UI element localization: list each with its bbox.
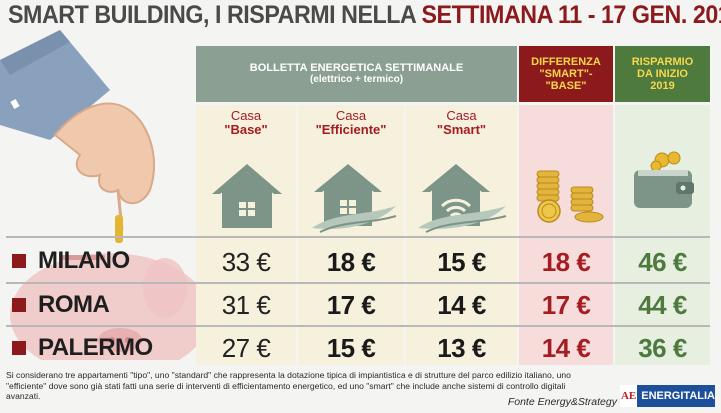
cell-palermo-risp: 36 € <box>638 332 687 363</box>
row-divider <box>6 236 710 238</box>
column-label-base: Casa "Base" <box>196 109 296 137</box>
cell-roma-base: 31 € <box>221 289 271 320</box>
header-risp-line2: DA INIZIO <box>637 68 688 80</box>
header-difference: DIFFERENZA "SMART"- "BASE" <box>519 46 613 102</box>
city-name: PALERMO <box>38 334 153 361</box>
wallet-icon <box>634 151 694 208</box>
page-title: SMART BUILDING, I RISPARMI NELLA SETTIMA… <box>8 0 721 30</box>
smart-house-wifi-icon <box>418 164 507 233</box>
casa-word: Casa <box>335 108 367 123</box>
row-label-palermo: PALERMO <box>12 328 153 368</box>
header-risp-line1: RISPARMIO <box>631 56 694 68</box>
cell-palermo-eff: 15 € <box>326 332 376 363</box>
cell-milano-smart: 15 € <box>437 246 486 277</box>
title-part-1: SMART BUILDING, I RISPARMI NELLA <box>8 1 422 29</box>
title-part-2: SETTIMANA 11 - 17 GEN. 2019 <box>421 1 721 29</box>
header-diff-line3: "BASE" <box>545 80 587 92</box>
casa-type: "Base" <box>224 122 268 137</box>
energitalia-logo: AE ENERGITALIA <box>620 385 715 407</box>
cell-milano-base: 33 € <box>221 246 271 277</box>
column-difference-bg <box>519 105 613 365</box>
cell-roma-risp: 44 € <box>638 289 687 320</box>
header-diff-line1: DIFFERENZA <box>531 56 601 68</box>
cell-roma-smart: 14 € <box>437 289 486 320</box>
cell-milano-risp: 46 € <box>638 246 687 277</box>
header-savings: RISPARMIO DA INIZIO 2019 <box>615 46 710 102</box>
header-bolletta-line2: (elettrico + termico) <box>309 74 404 85</box>
footnote: Si considerano tre appartamenti "tipo", … <box>6 370 571 401</box>
casa-type: "Efficiente" <box>315 122 387 137</box>
row-label-roma: ROMA <box>12 285 110 325</box>
coins-icon <box>536 170 604 223</box>
bullet-square <box>12 298 26 312</box>
column-smart-bg <box>406 105 517 365</box>
row-divider <box>6 282 710 284</box>
column-savings-bg <box>615 105 710 365</box>
cell-palermo-diff: 14 € <box>541 332 591 363</box>
cell-palermo-smart: 13 € <box>437 332 486 363</box>
column-label-smart: Casa "Smart" <box>406 109 517 137</box>
bullet-square <box>12 341 26 355</box>
header-bolletta-line1: BOLLETTA ENERGETICA SETTIMANALE <box>249 62 464 74</box>
logo-text: ENERGITALIA <box>641 390 715 402</box>
column-efficient-bg <box>298 105 404 365</box>
header-diff-line2: "SMART"- <box>539 68 593 80</box>
logo-mark: AE <box>620 385 638 407</box>
casa-type: "Smart" <box>436 122 487 137</box>
cell-palermo-base: 27 € <box>221 332 271 363</box>
cell-roma-diff: 17 € <box>541 289 591 320</box>
header-bolletta: BOLLETTA ENERGETICA SETTIMANALE (elettri… <box>196 46 517 102</box>
source-credit: Fonte Energy&Strategy <box>507 396 617 408</box>
row-divider <box>6 325 710 327</box>
casa-word: Casa <box>230 108 262 123</box>
house-icon <box>212 164 282 228</box>
cell-roma-eff: 17 € <box>326 289 376 320</box>
cell-milano-eff: 18 € <box>326 246 376 277</box>
piggy-bank-hand-icon <box>0 30 200 360</box>
casa-word: Casa <box>446 108 477 123</box>
column-label-efficient: Casa "Efficiente" <box>298 109 404 137</box>
bullet-square <box>12 254 26 268</box>
column-base-bg <box>196 105 296 365</box>
city-name: MILANO <box>38 247 130 274</box>
cell-milano-diff: 18 € <box>541 246 591 277</box>
row-label-milano: MILANO <box>12 241 130 281</box>
header-risp-line3: 2019 <box>650 80 675 92</box>
efficient-house-icon <box>312 164 397 233</box>
city-name: ROMA <box>38 291 110 318</box>
